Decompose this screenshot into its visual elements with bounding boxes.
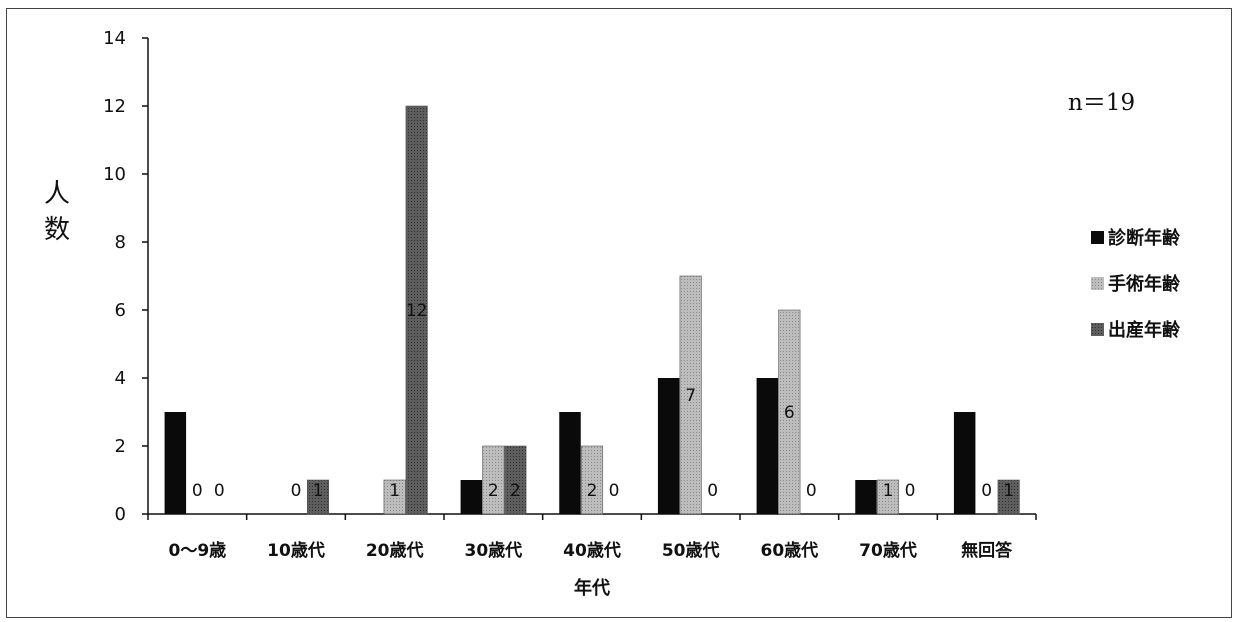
data-label: 2	[488, 481, 499, 501]
x-tick-label: 40歳代	[563, 540, 621, 561]
bar-手術年齢-20歳代	[383, 479, 406, 515]
data-label: 2	[587, 481, 598, 501]
bar-手術年齢-50歳代	[679, 275, 702, 515]
bar-手術年齢-70歳代	[876, 479, 900, 515]
bar-診断年齢-40歳代	[559, 412, 581, 514]
bar-手術年齢-30歳代	[482, 445, 505, 515]
bar-出産年齢-30歳代	[504, 445, 527, 515]
legend-label: 出産年齢	[1108, 319, 1181, 341]
data-label: 0	[192, 481, 203, 501]
data-label: 1	[313, 481, 324, 501]
bar-診断年齢-70歳代	[855, 480, 877, 514]
x-tick-label: 70歳代	[859, 540, 917, 561]
y-axis-title-char-1: 人	[44, 179, 70, 209]
y-tick-label: 6	[115, 300, 126, 321]
x-axis-title: 年代	[574, 577, 610, 599]
data-label: 0	[609, 481, 620, 501]
y-axis-title-char-2: 数	[44, 215, 70, 245]
y-tick-label: 4	[115, 368, 126, 389]
bar-手術年齢-60歳代	[778, 309, 801, 515]
sample-size-annotation: n＝19	[1068, 90, 1135, 116]
data-label: 12	[406, 301, 428, 321]
legend-label: 診断年齢	[1108, 227, 1181, 249]
bar-出産年齢-無回答	[997, 479, 1020, 515]
chart-frame	[6, 8, 1232, 618]
x-tick-label: 0〜9歳	[168, 540, 226, 561]
bar-出産年齢-10歳代	[306, 479, 330, 515]
legend-label: 手術年齢	[1108, 273, 1181, 295]
legend-swatch	[1091, 231, 1104, 244]
data-label: 0	[214, 481, 225, 501]
x-tick-label: 無回答	[961, 540, 1013, 561]
y-tick-label: 0	[115, 504, 126, 525]
x-tick-label: 20歳代	[366, 540, 424, 561]
x-tick-label: 30歳代	[464, 540, 522, 561]
bars	[164, 105, 1020, 515]
y-tick-label: 8	[115, 232, 126, 253]
x-tick-label: 10歳代	[267, 540, 325, 561]
bar-診断年齢-50歳代	[657, 378, 680, 514]
data-label: 0	[707, 481, 718, 501]
bar-診断年齢-30歳代	[460, 480, 483, 514]
data-label: 0	[291, 481, 302, 501]
legend-swatch	[1091, 323, 1104, 336]
y-tick-label: 12	[103, 96, 126, 117]
bar-出産年齢-20歳代	[405, 105, 428, 515]
bar-診断年齢-無回答	[953, 412, 976, 514]
data-label: 6	[784, 403, 795, 423]
bar-診断年齢-0〜9歳	[164, 412, 187, 514]
y-tick-label: 14	[103, 28, 126, 49]
legend-swatch	[1091, 277, 1104, 290]
data-label: 2	[510, 481, 521, 501]
data-label: 1	[883, 481, 894, 501]
data-label: 7	[685, 386, 696, 406]
y-tick-label: 10	[103, 164, 126, 185]
data-label: 0	[981, 481, 992, 501]
data-label: 1	[389, 481, 400, 501]
bar-手術年齢-40歳代	[580, 445, 604, 515]
data-label: 0	[905, 481, 916, 501]
data-label: 1	[1003, 481, 1014, 501]
bar-診断年齢-60歳代	[756, 378, 779, 514]
y-tick-label: 2	[115, 436, 126, 457]
data-label: 0	[806, 481, 817, 501]
x-tick-label: 50歳代	[662, 540, 720, 561]
x-tick-label: 60歳代	[760, 540, 818, 561]
